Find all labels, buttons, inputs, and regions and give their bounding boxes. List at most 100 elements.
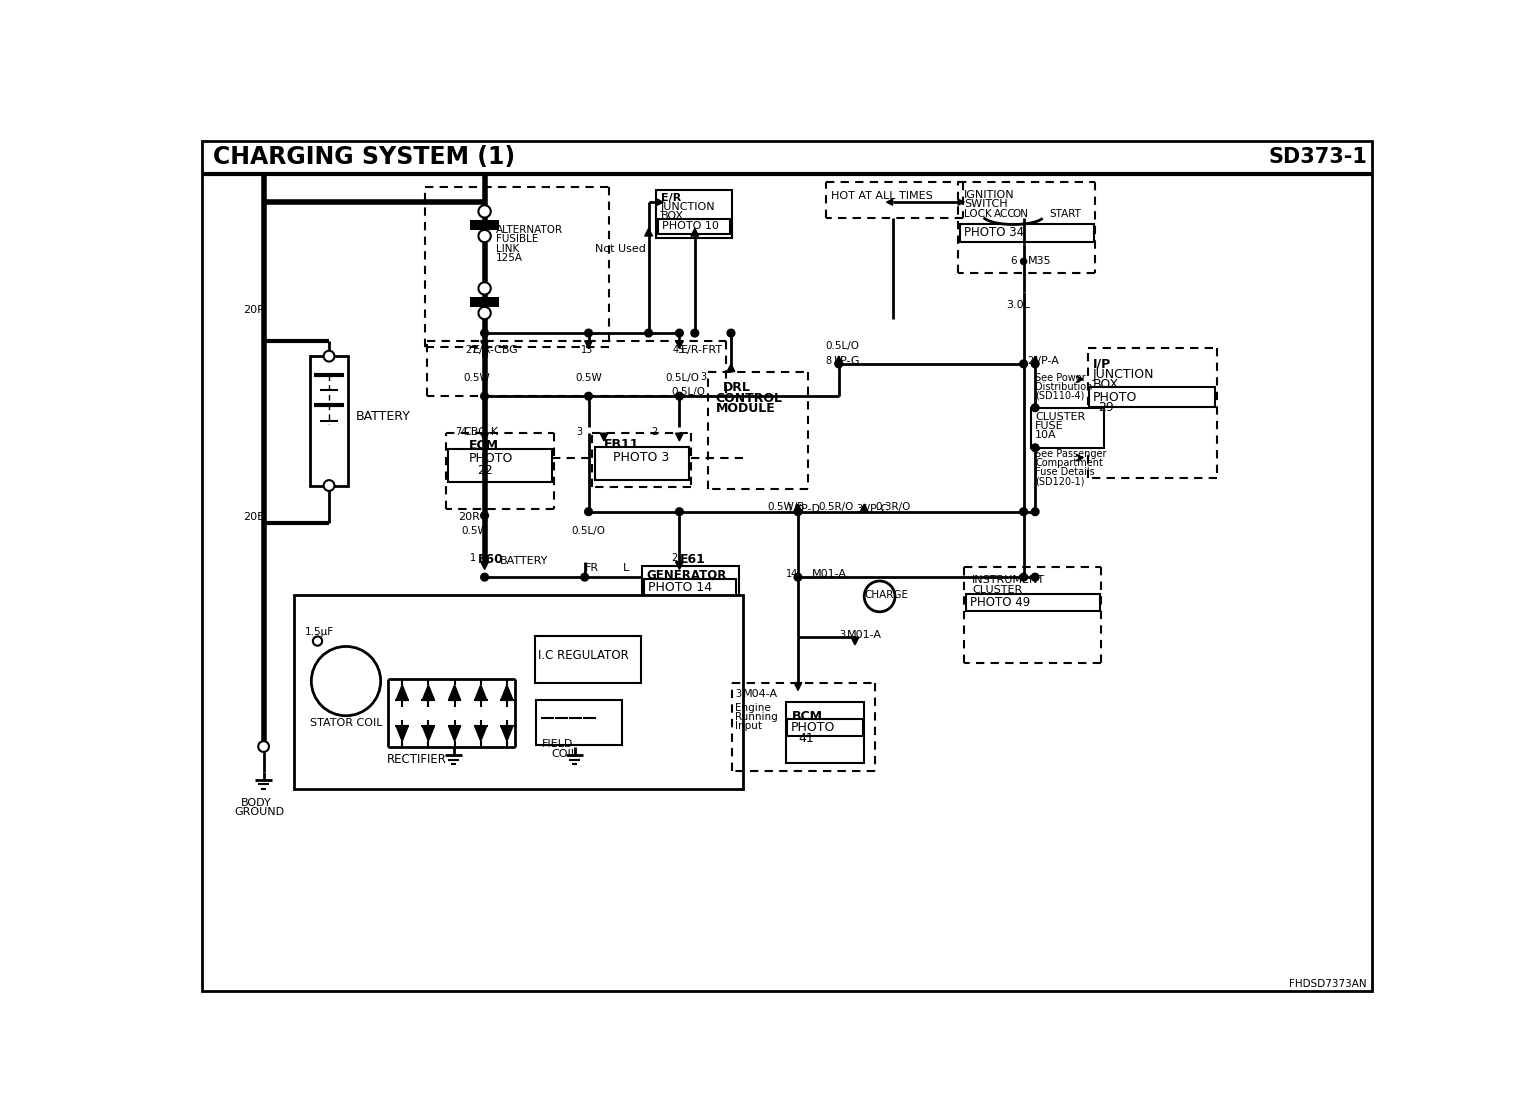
Text: 1: 1: [786, 504, 793, 514]
Text: START: START: [1049, 209, 1081, 220]
Circle shape: [794, 573, 802, 581]
Text: 1.5μF: 1.5μF: [306, 627, 335, 637]
Text: 20B: 20B: [244, 512, 266, 522]
Text: 27: 27: [465, 345, 478, 355]
Text: CLUSTER: CLUSTER: [1035, 411, 1086, 421]
Circle shape: [836, 360, 843, 367]
Polygon shape: [449, 685, 461, 700]
Text: BODY: BODY: [241, 799, 272, 809]
Polygon shape: [645, 228, 653, 236]
Polygon shape: [851, 637, 859, 645]
Text: GENERATOR: GENERATOR: [647, 569, 727, 582]
Polygon shape: [691, 228, 699, 236]
Polygon shape: [886, 199, 892, 205]
Text: BCM: BCM: [793, 710, 823, 722]
Text: PHOTO: PHOTO: [791, 721, 836, 734]
Text: 10A: 10A: [1035, 430, 1057, 440]
Polygon shape: [481, 562, 488, 569]
Text: Not Used: Not Used: [594, 244, 645, 254]
Text: 0.5L/O: 0.5L/O: [665, 373, 699, 383]
Text: JUNCTION: JUNCTION: [660, 202, 716, 212]
Text: LINK: LINK: [496, 244, 519, 254]
Bar: [966, 594, 1100, 612]
Circle shape: [691, 329, 699, 337]
Bar: [449, 448, 551, 482]
Bar: [785, 702, 865, 764]
Circle shape: [324, 480, 335, 491]
Bar: [295, 595, 742, 788]
Bar: [1031, 408, 1104, 448]
Bar: [656, 189, 731, 237]
Text: E/R-FRT: E/R-FRT: [680, 345, 723, 355]
Text: I.C REGULATOR: I.C REGULATOR: [539, 648, 630, 662]
Circle shape: [481, 392, 488, 400]
Text: FR: FR: [585, 563, 599, 573]
Circle shape: [481, 573, 488, 581]
Text: Input: Input: [734, 721, 762, 731]
Polygon shape: [396, 685, 409, 700]
Polygon shape: [1031, 356, 1038, 364]
Text: JUNCTION: JUNCTION: [1094, 367, 1155, 381]
Text: FUSIBLE: FUSIBLE: [496, 234, 539, 244]
Bar: [657, 220, 730, 234]
Text: PHOTO: PHOTO: [468, 452, 513, 466]
Text: MODULE: MODULE: [716, 402, 776, 416]
Text: 8: 8: [826, 356, 833, 366]
Text: ECM: ECM: [468, 439, 499, 452]
Circle shape: [478, 282, 490, 295]
Text: PHOTO 3: PHOTO 3: [613, 451, 670, 464]
Text: 3.0L: 3.0L: [1006, 300, 1029, 310]
Text: Compartment: Compartment: [1035, 458, 1103, 468]
Circle shape: [1031, 573, 1038, 581]
Circle shape: [1031, 404, 1038, 411]
Text: SD373-1: SD373-1: [1269, 148, 1367, 168]
Text: 0.5W/B: 0.5W/B: [766, 503, 805, 513]
Bar: [536, 700, 622, 745]
Circle shape: [581, 573, 588, 581]
Text: CONTROL: CONTROL: [716, 392, 782, 404]
Text: IGNITION: IGNITION: [965, 189, 1015, 199]
Text: 29: 29: [1098, 401, 1114, 413]
Circle shape: [1020, 360, 1028, 367]
Text: CLUSTER: CLUSTER: [972, 585, 1023, 595]
Polygon shape: [501, 726, 513, 741]
Text: 20R: 20R: [244, 306, 266, 316]
Text: CBG-K: CBG-K: [464, 427, 499, 437]
Text: BOX: BOX: [660, 212, 684, 222]
Text: CHARGING SYSTEM (1): CHARGING SYSTEM (1): [214, 146, 515, 169]
Text: 2: 2: [1028, 356, 1034, 366]
Text: M01-A: M01-A: [813, 569, 846, 579]
Bar: [885, 596, 888, 599]
Bar: [872, 594, 886, 601]
Text: 3: 3: [734, 689, 740, 699]
Polygon shape: [501, 685, 513, 700]
Text: I/P-C: I/P-C: [865, 504, 889, 514]
Text: 20R: 20R: [458, 512, 479, 522]
Text: 3: 3: [840, 629, 846, 640]
Polygon shape: [396, 726, 409, 741]
Circle shape: [645, 329, 653, 337]
Text: Running: Running: [734, 712, 777, 722]
Polygon shape: [676, 340, 684, 348]
Text: PHOTO 49: PHOTO 49: [969, 596, 1031, 609]
Text: CHARGE: CHARGE: [865, 590, 908, 600]
Polygon shape: [449, 726, 461, 741]
Text: BOX: BOX: [1094, 377, 1120, 391]
Text: See Power: See Power: [1035, 373, 1086, 383]
Text: 74: 74: [455, 427, 467, 437]
Text: SWITCH: SWITCH: [965, 199, 1008, 209]
Text: FHDSD7373AN: FHDSD7373AN: [1289, 979, 1367, 989]
Circle shape: [478, 230, 490, 242]
Text: 2: 2: [651, 427, 657, 437]
Text: ACC: ACC: [994, 209, 1015, 220]
Text: RECTIFIER: RECTIFIER: [387, 754, 447, 766]
Polygon shape: [676, 433, 684, 441]
Text: 0.5R/O: 0.5R/O: [819, 503, 854, 513]
Bar: [470, 297, 499, 307]
Text: I/P-D: I/P-D: [796, 504, 820, 514]
Text: See Passenger: See Passenger: [1035, 448, 1106, 458]
Text: 0.5L/O: 0.5L/O: [671, 386, 705, 396]
Circle shape: [313, 636, 323, 645]
Polygon shape: [585, 340, 593, 348]
Text: Engine: Engine: [734, 702, 771, 712]
